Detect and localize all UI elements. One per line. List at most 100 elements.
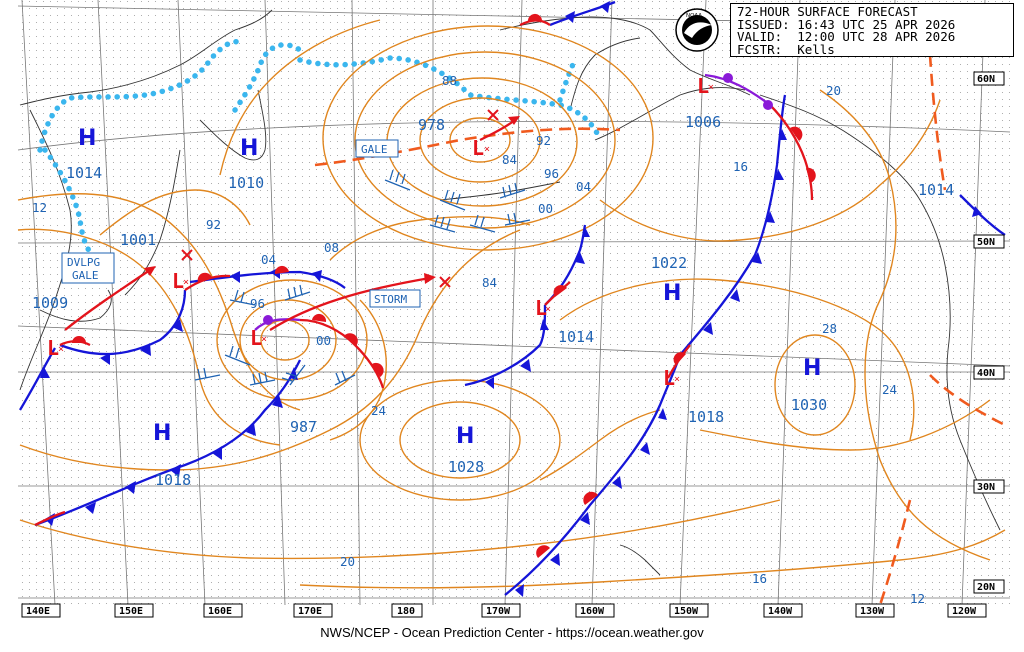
low-x-mark: ×	[545, 304, 551, 315]
header-issued: ISSUED: 16:43 UTC 25 APR 2026	[737, 16, 956, 32]
header-title: 72-HOUR SURFACE FORECAST	[737, 4, 918, 19]
low-x-mark: ×	[261, 334, 267, 345]
isobar-high-ring-2	[359, 379, 561, 501]
isobar-north-1	[219, 19, 381, 176]
high-symbol: H	[153, 421, 171, 446]
isobar-label: 28	[822, 321, 837, 336]
lon-label-box	[575, 603, 615, 618]
cold-front-east	[679, 94, 787, 356]
header-forecaster: FCSTR: Kells	[737, 41, 835, 57]
isobar-east-2	[699, 399, 991, 451]
warning-label: STORM	[374, 293, 407, 306]
isobar-1022	[599, 99, 941, 242]
grid-line-lon-l	[961, 0, 986, 606]
wind-barb	[499, 182, 526, 199]
cold-front-far-west	[19, 347, 56, 411]
warning-gale-bering: GALE	[355, 139, 399, 158]
high-markers: H H H H H H	[78, 126, 821, 449]
arrowhead	[424, 273, 436, 284]
graticule	[17, 0, 1011, 606]
noaa-logo: NOAA	[675, 8, 719, 52]
hawaii-islands	[619, 544, 661, 576]
isobar-labels: 88 92 84 96 00 04 08 92 04 96 00 84 24 2…	[32, 73, 925, 606]
lon-label: 170E	[298, 606, 322, 617]
pressure-value: 987	[290, 418, 317, 436]
cold-pip	[775, 169, 784, 180]
isobar-label: 96	[544, 166, 559, 181]
occluded-front-alaska	[704, 73, 771, 106]
lon-label: 140W	[768, 606, 793, 617]
warning-label: GALE	[361, 143, 388, 156]
x-mark	[181, 249, 193, 261]
warm-pip	[527, 13, 542, 22]
warm-pip	[344, 333, 358, 346]
cold-pip	[972, 206, 982, 217]
low-x-mark: ×	[183, 277, 189, 288]
pressure-value: 1028	[448, 458, 484, 476]
future-positions	[181, 109, 499, 288]
cold-front-west	[34, 359, 302, 527]
isobar-label: 92	[206, 217, 221, 232]
lon-label-box	[763, 603, 803, 618]
low-x-mark: ×	[674, 374, 680, 385]
isobar-label: 16	[733, 159, 748, 174]
cold-pip	[752, 252, 762, 264]
ice-edge-bering	[297, 55, 603, 143]
cold-pip	[140, 343, 151, 356]
troughs	[314, 54, 1006, 606]
occluded-front-storm	[254, 318, 301, 331]
cold-pip	[640, 442, 650, 455]
isobar-label: 12	[910, 591, 925, 606]
pressure-value: 1014	[66, 164, 102, 182]
high-symbol: H	[240, 136, 258, 161]
isobar-1018	[19, 229, 521, 471]
low-markers: L L L L L L L	[47, 74, 709, 390]
trough-northeast	[928, 54, 947, 191]
cold-front-southeast	[504, 354, 682, 596]
wind-barbs	[194, 169, 531, 386]
cold-pip	[582, 227, 590, 237]
warm-pip	[197, 272, 212, 282]
isobar-label: 92	[536, 133, 551, 148]
warm-pip	[583, 491, 598, 505]
warm-pip	[536, 545, 550, 558]
lat-label: 30N	[977, 482, 995, 493]
cold-pip	[125, 481, 136, 494]
track-arrowheads	[144, 116, 520, 284]
cold-pip	[212, 446, 222, 460]
isobar-20	[19, 499, 781, 560]
isobar-label: 96	[250, 296, 265, 311]
warning-box	[355, 139, 399, 158]
isobar-label: 20	[340, 554, 355, 569]
isobar-label: 84	[482, 275, 497, 290]
cold-front-coast	[959, 194, 1006, 236]
warning-dvlpg-gale: DVLPG GALE	[61, 252, 115, 284]
low-x-mark: ×	[484, 144, 490, 155]
trough-bering	[314, 127, 621, 167]
isobar-ring-2	[419, 97, 541, 183]
cold-pip	[600, 1, 610, 13]
wind-barb	[249, 371, 276, 386]
latitude-labels: 60N 50N 40N 30N 20N	[973, 71, 1005, 594]
pressure-value: 1006	[685, 113, 721, 131]
isobar-west-2	[17, 228, 281, 446]
grid-line-45n	[17, 325, 1011, 367]
low-symbol: L	[663, 366, 675, 390]
cold-pip	[540, 319, 549, 330]
ice-edge	[37, 38, 603, 255]
low-x: × × × × × × ×	[58, 82, 714, 385]
cold-pip	[85, 502, 96, 514]
cold-pip	[550, 553, 560, 566]
alaska-west-coast	[569, 37, 641, 111]
wind-barb	[194, 367, 221, 381]
isobar-north-2	[99, 189, 251, 236]
warm-pip	[790, 126, 803, 141]
warning-storm: STORM	[369, 289, 421, 308]
low-symbol: L	[47, 336, 59, 360]
x-mark	[487, 109, 499, 121]
isobar-mid-1	[329, 216, 531, 261]
warning-label: DVLPG	[67, 256, 100, 269]
warning-label: GALE	[72, 269, 99, 282]
cold-pip	[485, 377, 494, 389]
isobar-mid-3	[539, 409, 661, 481]
